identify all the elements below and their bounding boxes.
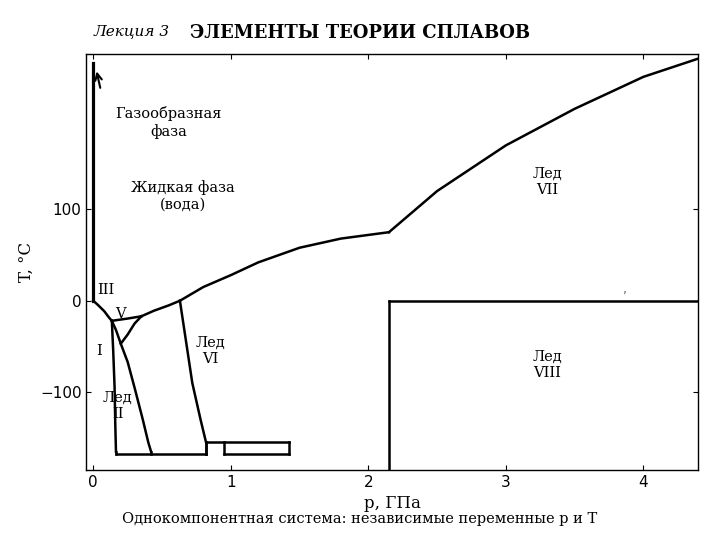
Text: III: III xyxy=(97,283,114,297)
Text: ЭЛЕМЕНТЫ ТЕОРИИ СПЛАВОВ: ЭЛЕМЕНТЫ ТЕОРИИ СПЛАВОВ xyxy=(190,24,530,42)
Text: I: I xyxy=(96,344,102,358)
Text: Лед
II: Лед II xyxy=(103,391,133,421)
X-axis label: р, ГПа: р, ГПа xyxy=(364,495,420,512)
Text: Газообразная
фаза: Газообразная фаза xyxy=(116,106,222,139)
Text: ,: , xyxy=(623,284,626,296)
Text: V: V xyxy=(115,307,126,321)
Text: Однокомпонентная система: независимые переменные р и Т: Однокомпонентная система: независимые пе… xyxy=(122,512,598,526)
Text: Лед
VI: Лед VI xyxy=(195,336,225,366)
Text: Лед
VIII: Лед VIII xyxy=(532,349,562,380)
Y-axis label: T, °С: T, °С xyxy=(17,242,35,282)
Text: Жидкая фаза
(вода): Жидкая фаза (вода) xyxy=(131,180,235,211)
Text: Лекция 3: Лекция 3 xyxy=(94,24,170,38)
Text: Лед
VII: Лед VII xyxy=(532,167,562,197)
